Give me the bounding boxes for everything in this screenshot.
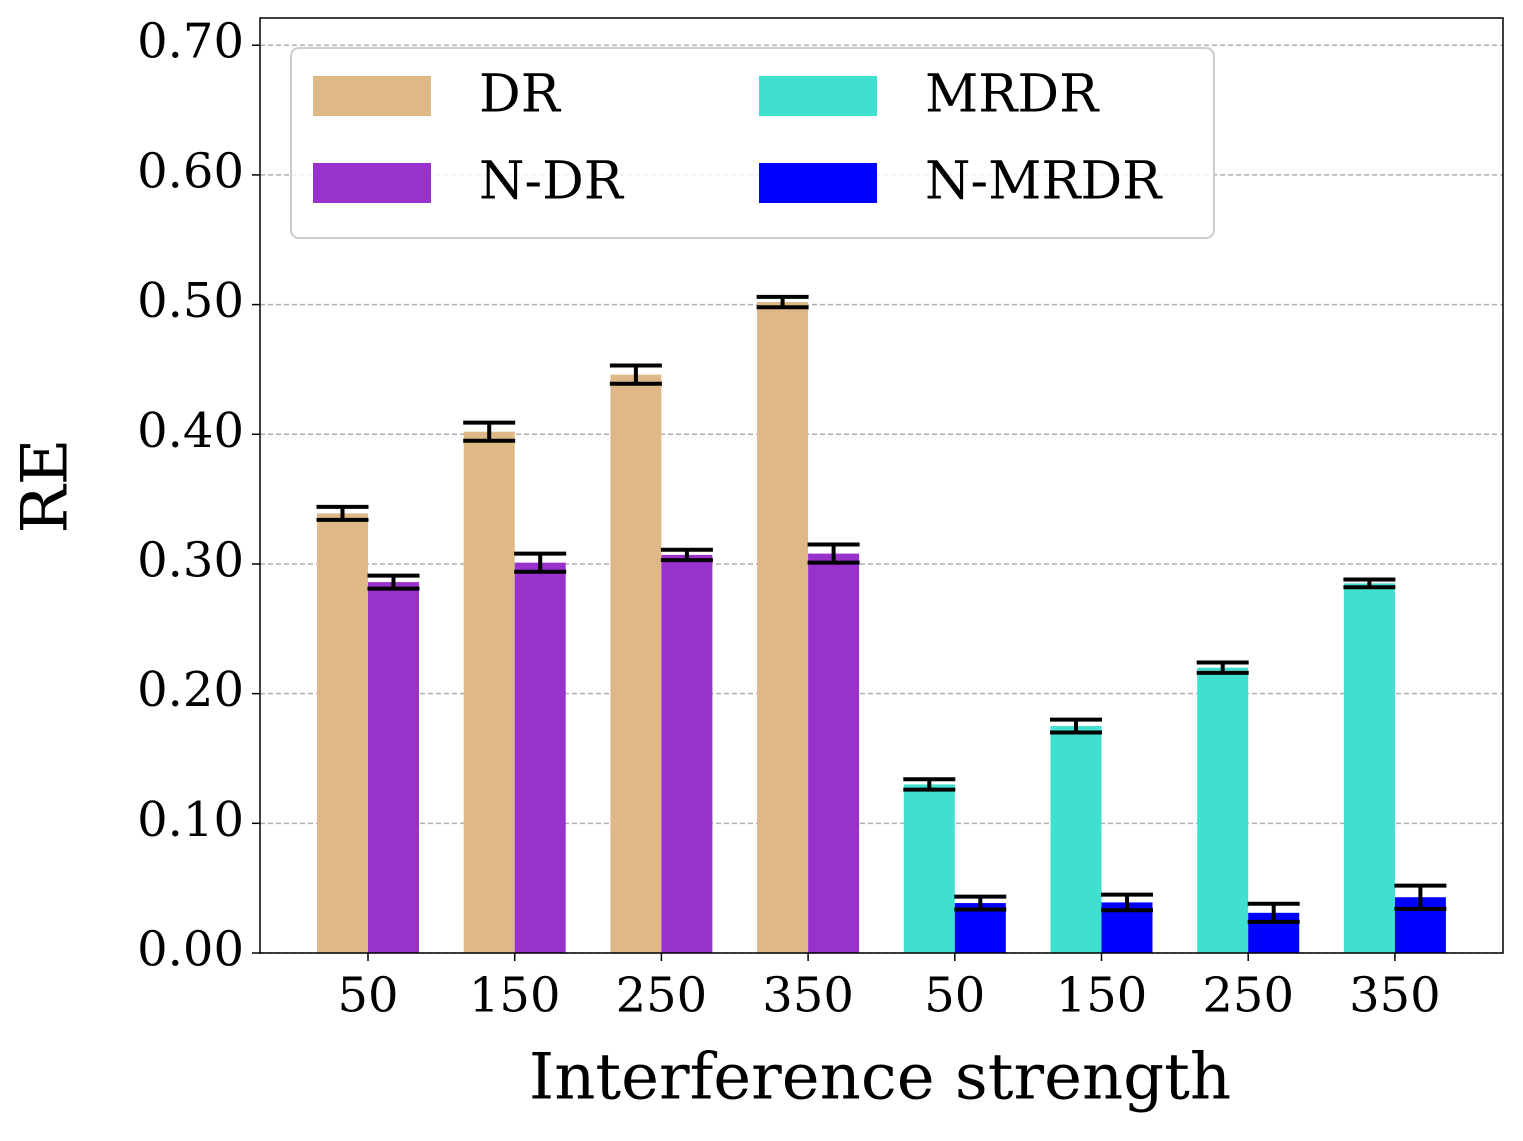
y-tick-label: 0.10 [137,792,244,848]
error-bar [1343,577,1396,590]
error-bar [514,551,567,574]
legend-label: MRDR [925,65,1100,125]
x-tick-label: 50 [924,968,985,1024]
bar [1343,583,1395,953]
x-tick-label: 350 [1349,968,1441,1024]
legend: DR N-DR MRDR N-MRDR [290,47,1215,239]
error-bar [660,547,713,563]
legend-label: DR [479,65,562,125]
bar [1197,667,1249,953]
bar [368,582,419,953]
y-tick-label: 0.60 [137,143,244,199]
error-bar [1394,883,1447,911]
bar [610,374,662,953]
legend-label: N-DR [479,152,625,212]
plot-frame [259,17,1504,954]
x-axis-label: Interference strength [529,1041,1231,1115]
error-bar [1101,892,1153,913]
legend-swatch [313,76,431,116]
bar [808,553,860,953]
bar [1050,726,1102,953]
x-tick-label: 250 [616,968,708,1024]
error-bar [367,573,420,591]
y-tick-label: 0.00 [137,922,244,978]
bar [661,554,713,953]
legend-swatch [759,76,877,116]
error-bar [1247,901,1300,924]
x-tick-label: 150 [469,968,561,1024]
error-bar [1050,717,1102,735]
x-tick-label: 50 [337,968,398,1024]
error-bar [807,542,860,565]
bar [514,562,566,953]
legend-label: N-MRDR [925,152,1163,212]
bar [903,784,955,953]
error-bar [316,504,369,522]
bar [757,302,809,954]
y-tick-label: 0.70 [137,14,244,70]
error-bar [463,420,516,443]
error-bar [903,777,956,792]
y-tick-label: 0.20 [137,662,244,718]
error-bar [954,894,1007,912]
legend-frame [290,47,1215,239]
legend-swatch [313,163,431,203]
y-tick-label: 0.50 [137,273,244,329]
bar [317,513,368,953]
x-tick-label: 350 [762,968,854,1024]
y-tick-label: 0.40 [137,403,244,459]
bar [463,431,515,953]
error-bar [756,294,809,310]
error-bar [1196,660,1249,675]
x-tick-label: 250 [1202,968,1294,1024]
legend-swatch [759,163,877,203]
y-tick-label: 0.30 [137,532,244,588]
y-axis-label: RE [9,439,83,534]
x-tick-label: 150 [1056,968,1148,1024]
error-bar [609,363,662,386]
